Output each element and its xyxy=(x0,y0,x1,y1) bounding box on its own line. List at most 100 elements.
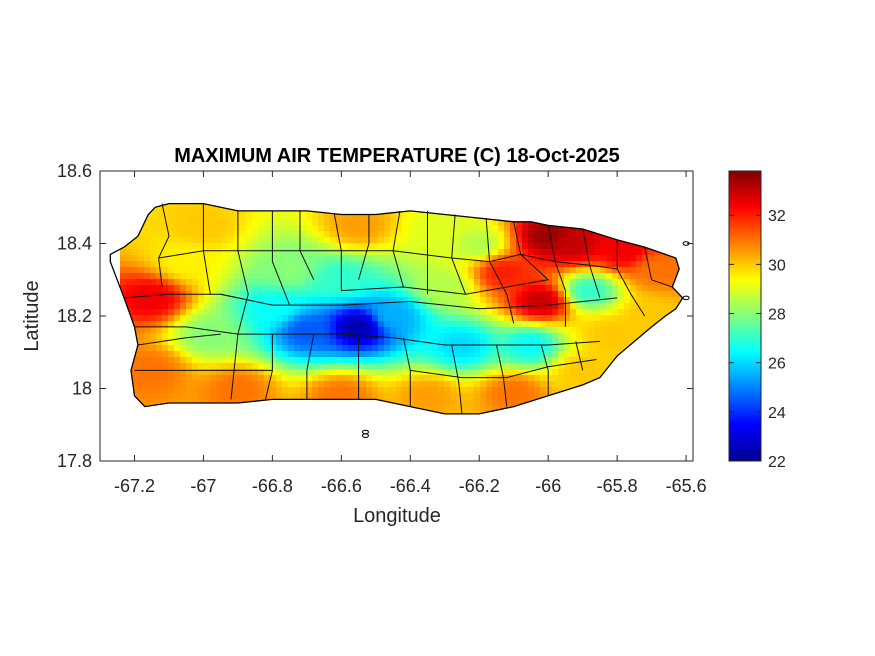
field-cell xyxy=(390,267,397,274)
field-cell xyxy=(318,291,325,298)
field-cell xyxy=(282,279,289,286)
field-cell xyxy=(612,303,619,310)
field-cell xyxy=(360,237,367,244)
field-cell xyxy=(252,381,259,388)
field-cell xyxy=(510,249,517,256)
field-cell xyxy=(156,393,163,400)
colorbar-tick-label: 26 xyxy=(768,356,786,373)
field-cell xyxy=(252,345,259,352)
field-cell xyxy=(582,303,589,310)
field-cell xyxy=(528,285,535,292)
field-cell xyxy=(168,381,175,388)
field-cell xyxy=(552,285,559,292)
field-cell xyxy=(330,393,337,400)
field-cell xyxy=(540,369,547,376)
field-cell xyxy=(390,375,397,382)
field-cell xyxy=(348,381,355,388)
field-cell xyxy=(468,303,475,310)
field-cell xyxy=(552,297,559,304)
field-cell xyxy=(486,357,493,364)
field-cell xyxy=(234,225,241,232)
field-cell xyxy=(366,375,373,382)
field-cell xyxy=(612,333,619,340)
field-cell xyxy=(522,309,529,316)
field-cell xyxy=(672,303,679,310)
field-cell xyxy=(432,369,439,376)
field-cell xyxy=(264,273,271,280)
field-cell xyxy=(468,327,475,334)
field-cell xyxy=(186,339,193,346)
field-cell xyxy=(546,249,553,256)
field-cell xyxy=(420,273,427,280)
field-cell xyxy=(174,285,181,292)
field-cell xyxy=(402,219,409,226)
field-cell xyxy=(462,297,469,304)
field-cell xyxy=(576,327,583,334)
field-cell xyxy=(480,255,487,262)
field-cell xyxy=(396,327,403,334)
field-cell xyxy=(540,285,547,292)
field-cell xyxy=(648,315,655,322)
field-cell xyxy=(510,255,517,262)
field-cell xyxy=(474,321,481,328)
field-cell xyxy=(300,345,307,352)
field-cell xyxy=(372,255,379,262)
field-cell xyxy=(648,261,655,268)
field-cell xyxy=(174,261,181,268)
field-cell xyxy=(342,297,349,304)
field-cell xyxy=(564,363,571,370)
field-cell xyxy=(234,369,241,376)
field-cell xyxy=(198,345,205,352)
field-cell xyxy=(432,249,439,256)
field-cell xyxy=(498,327,505,334)
field-cell xyxy=(492,375,499,382)
field-cell xyxy=(552,243,559,250)
field-cell xyxy=(276,249,283,256)
field-cell xyxy=(180,351,187,358)
field-cell xyxy=(156,375,163,382)
field-cell xyxy=(186,285,193,292)
field-cell xyxy=(192,225,199,232)
field-cell xyxy=(330,369,337,376)
field-cell xyxy=(150,249,157,256)
field-cell xyxy=(228,381,235,388)
field-cell xyxy=(330,339,337,346)
field-cell xyxy=(402,231,409,238)
field-cell xyxy=(492,291,499,298)
field-cell xyxy=(432,327,439,334)
field-cell xyxy=(570,231,577,238)
field-cell xyxy=(150,375,157,382)
field-cell xyxy=(450,339,457,346)
field-cell xyxy=(240,219,247,226)
field-cell xyxy=(174,339,181,346)
field-cell xyxy=(336,333,343,340)
field-cell xyxy=(624,303,631,310)
field-cell xyxy=(432,279,439,286)
field-cell xyxy=(552,363,559,370)
field-cell xyxy=(468,225,475,232)
field-cell xyxy=(648,291,655,298)
field-cell xyxy=(528,345,535,352)
field-cell xyxy=(252,327,259,334)
field-cell xyxy=(600,255,607,262)
field-cell xyxy=(222,357,229,364)
field-cell xyxy=(198,321,205,328)
field-cell xyxy=(312,345,319,352)
field-cell xyxy=(384,291,391,298)
field-cell xyxy=(468,357,475,364)
field-cell xyxy=(438,375,445,382)
field-cell xyxy=(360,387,367,394)
field-cell xyxy=(360,231,367,238)
field-cell xyxy=(222,345,229,352)
field-cell xyxy=(144,357,151,364)
field-cell xyxy=(312,387,319,394)
field-cell xyxy=(210,345,217,352)
field-cell xyxy=(174,375,181,382)
field-cell xyxy=(480,339,487,346)
field-cell xyxy=(468,297,475,304)
field-cell xyxy=(192,231,199,238)
field-cell xyxy=(258,273,265,280)
field-cell xyxy=(144,393,151,400)
field-cell xyxy=(198,249,205,256)
field-cell xyxy=(306,333,313,340)
